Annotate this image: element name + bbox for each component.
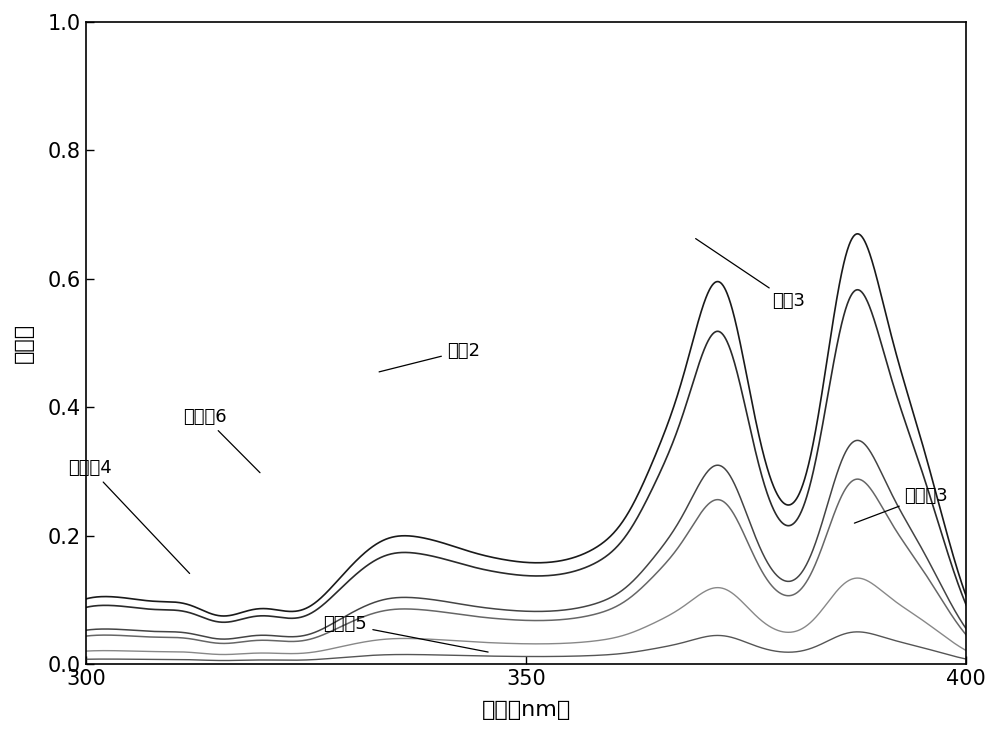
Text: 对比2: 对比2 [379, 342, 480, 372]
Text: 实施兦5: 实施兦5 [324, 615, 488, 652]
Text: 实施兦6: 实施兦6 [183, 408, 260, 473]
Y-axis label: 吸光度: 吸光度 [14, 323, 34, 363]
Text: 对比3: 对比3 [696, 239, 806, 310]
Text: 实施兦4: 实施兦4 [68, 459, 190, 573]
Text: 实施兦3: 实施兦3 [854, 487, 948, 523]
X-axis label: 波长（nm）: 波长（nm） [481, 700, 571, 720]
